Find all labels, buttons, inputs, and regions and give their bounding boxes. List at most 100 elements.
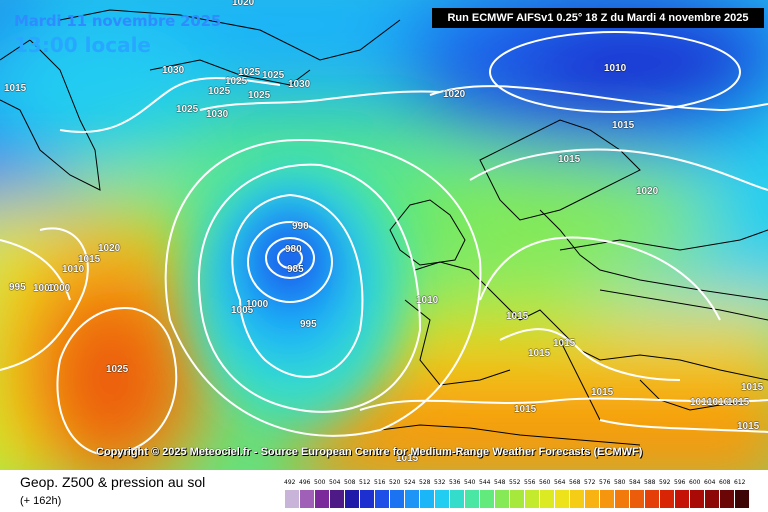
isobar-label: 1015 — [78, 254, 101, 265]
isobar-label: 1025 — [208, 86, 231, 97]
legend-swatch — [689, 490, 704, 508]
legend-value: 580 — [614, 479, 626, 486]
isobar-label: 1020 — [98, 243, 121, 254]
isobar-label: 990 — [292, 221, 309, 232]
parameter-title: Geop. Z500 & pression au sol — [20, 474, 206, 490]
isobar-label: 1010 — [604, 63, 627, 74]
legend-swatch — [329, 490, 344, 508]
coastlines — [0, 9, 768, 446]
legend-value: 528 — [419, 479, 431, 486]
legend-swatch — [539, 490, 554, 508]
geopotential-field — [0, 0, 768, 470]
isobar-label: 1025 — [225, 76, 248, 87]
legend-swatch — [494, 490, 509, 508]
isobar-label: 1020 — [232, 0, 255, 8]
legend-value: 492 — [284, 479, 296, 486]
isobar-label: 1015 — [528, 348, 551, 359]
isobar-label: 1015 — [737, 421, 760, 432]
isobar-label: 1015 — [591, 387, 614, 398]
isobar-label: 1015 — [396, 453, 419, 464]
isobar-label: 1015 — [553, 338, 576, 349]
legend-swatch — [614, 490, 629, 508]
isobar-label: 1015 — [727, 397, 750, 408]
forecast-date: Mardi 11 novembre 2025 — [14, 12, 222, 30]
legend-swatch — [389, 490, 404, 508]
legend-swatch — [479, 490, 494, 508]
isobar-label: 1025 — [262, 70, 285, 81]
legend-value: 508 — [344, 479, 356, 486]
isobar-label: 1010 — [690, 397, 713, 408]
legend-swatch — [419, 490, 434, 508]
legend-value: 592 — [659, 479, 671, 486]
isobars — [0, 31, 768, 457]
legend-value: 512 — [359, 479, 371, 486]
legend-swatch — [659, 490, 674, 508]
legend-value: 516 — [374, 479, 386, 486]
legend-swatch — [449, 490, 464, 508]
isobar-label: 980 — [285, 244, 302, 255]
legend-swatch — [674, 490, 689, 508]
legend-value: 600 — [689, 479, 701, 486]
forecast-map: Mardi 11 novembre 2025 13:00 locale Run … — [0, 0, 768, 470]
isobar-label: 1000 — [33, 283, 56, 294]
legend-swatch — [464, 490, 479, 508]
isobar-label: 1015 — [506, 311, 529, 322]
legend-value: 576 — [599, 479, 611, 486]
isobar-label: 1015 — [741, 382, 764, 393]
legend-value: 504 — [329, 479, 341, 486]
copyright-notice: Copyright © 2025 Meteociel.fr - Source E… — [96, 446, 643, 458]
isobar-label: 1030 — [206, 109, 229, 120]
isobar-label: 985 — [287, 264, 304, 275]
legend-swatch — [404, 490, 419, 508]
legend-value: 556 — [524, 479, 536, 486]
legend-swatch — [359, 490, 374, 508]
legend-swatch — [554, 490, 569, 508]
legend-swatch — [704, 490, 719, 508]
legend-value: 608 — [719, 479, 731, 486]
legend-swatch — [629, 490, 644, 508]
legend-swatch — [734, 490, 749, 508]
isobar-label: 995 — [300, 319, 317, 330]
isobar-label: 1000 — [246, 299, 269, 310]
isobar-label: 1005 — [231, 305, 254, 316]
isobar-label: 1010 — [416, 295, 439, 306]
isobar-label: 1025 — [248, 90, 271, 101]
isobar-label: 1015 — [612, 120, 635, 131]
legend-value: 544 — [479, 479, 491, 486]
isobar-label: 1020 — [636, 186, 659, 197]
legend-swatch — [299, 490, 314, 508]
isobar-label: 1010 — [62, 264, 85, 275]
isobar-label: 1025 — [176, 104, 199, 115]
legend-value: 548 — [494, 479, 506, 486]
legend-value: 500 — [314, 479, 326, 486]
isobar-label: 1000 — [48, 283, 71, 294]
legend-value: 552 — [509, 479, 521, 486]
legend-swatch — [344, 490, 359, 508]
legend-swatch — [644, 490, 659, 508]
isobar-label: 1015 — [558, 154, 581, 165]
legend-value: 560 — [539, 479, 551, 486]
isobar-label: 1015 — [4, 83, 27, 94]
isobar-label: 1015 — [514, 404, 537, 415]
legend-value: 532 — [434, 479, 446, 486]
local-time: 13:00 locale — [14, 33, 151, 57]
legend-swatch — [284, 490, 299, 508]
isobar-label: 995 — [9, 282, 26, 293]
legend-value: 520 — [389, 479, 401, 486]
legend-swatch — [584, 490, 599, 508]
legend-value: 612 — [734, 479, 746, 486]
color-legend: 492 496 500 504 508 512 516 520 524 528 532 536 540 5… — [284, 479, 754, 509]
isobar-label: 1030 — [288, 79, 311, 90]
legend-swatch — [569, 490, 584, 508]
legend-value: 568 — [569, 479, 581, 486]
legend-swatch — [599, 490, 614, 508]
legend-value: 540 — [464, 479, 476, 486]
legend-value: 604 — [704, 479, 716, 486]
isobar-label: 1025 — [238, 67, 261, 78]
legend-value: 572 — [584, 479, 596, 486]
legend-value: 564 — [554, 479, 566, 486]
legend-value: 524 — [404, 479, 416, 486]
isobar-label: 1020 — [443, 89, 466, 100]
legend-value: 536 — [449, 479, 461, 486]
legend-swatch — [314, 490, 329, 508]
